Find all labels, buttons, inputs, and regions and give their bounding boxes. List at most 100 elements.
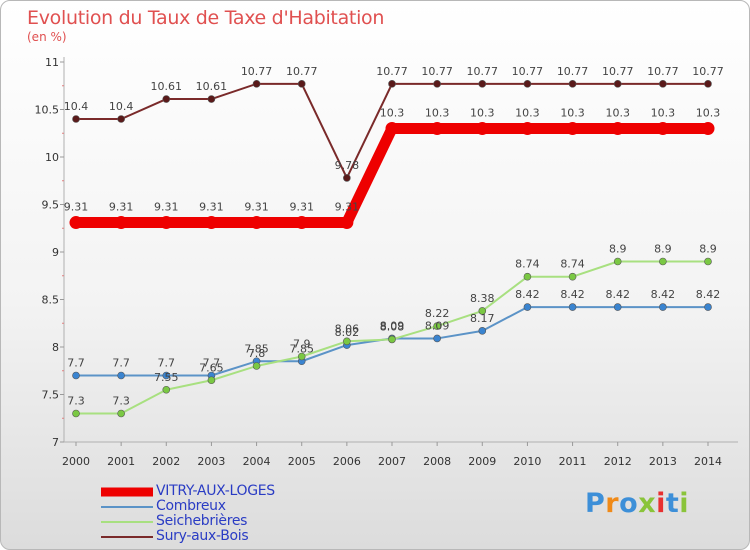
data-label: 7.7	[158, 357, 176, 370]
legend-swatch-combreux	[101, 506, 153, 508]
y-tick-label: 8.5	[42, 294, 60, 307]
x-tick-label: 2004	[243, 455, 271, 468]
data-point	[252, 80, 261, 88]
data-point	[656, 122, 670, 135]
data-point	[478, 327, 487, 335]
data-label: 10.77	[602, 65, 634, 78]
legend-item-seichebrieres: Seichebrières	[101, 514, 275, 529]
chart-unit: (en %)	[27, 30, 67, 44]
data-label: 9.31	[289, 201, 314, 214]
data-point	[343, 174, 351, 182]
x-tick-label: 2003	[197, 455, 225, 468]
data-point	[659, 80, 667, 88]
x-tick-label: 2000	[62, 455, 90, 468]
legend-item-vitry: VITRY-AUX-LOGES	[101, 484, 275, 499]
y-tick-label: 7	[52, 436, 59, 449]
x-tick-label: 2014	[694, 455, 722, 468]
data-point	[207, 95, 216, 103]
data-label: 8.42	[696, 288, 721, 301]
data-label: 8.74	[515, 258, 540, 271]
data-label: 7.85	[289, 342, 314, 355]
data-point	[704, 257, 712, 266]
data-label: 10.4	[109, 100, 134, 113]
data-label: 9.31	[109, 201, 134, 214]
data-point	[433, 334, 441, 343]
data-label: 10.3	[560, 107, 585, 120]
data-label: 8.42	[651, 288, 676, 301]
data-point	[252, 362, 261, 370]
data-label: 9.31	[199, 201, 224, 214]
data-label: 10.3	[380, 107, 405, 120]
x-tick-label: 2006	[333, 455, 361, 468]
data-point	[613, 303, 622, 311]
data-point	[162, 95, 171, 103]
x-tick-label: 2008	[423, 455, 451, 468]
data-label: 8.02	[335, 326, 360, 339]
data-point	[704, 80, 712, 88]
data-point	[611, 122, 625, 135]
data-label: 8.42	[515, 288, 540, 301]
data-label: 10.77	[647, 65, 679, 78]
data-point	[297, 352, 306, 361]
data-point	[523, 272, 532, 281]
data-point	[117, 115, 125, 123]
data-point	[475, 122, 489, 135]
x-tick-label: 2005	[288, 455, 316, 468]
data-label: 8.08	[380, 320, 405, 333]
data-point	[478, 80, 487, 88]
data-point	[343, 337, 351, 346]
data-point	[566, 122, 580, 135]
legend-label-sury: Sury-aux-Bois	[156, 528, 249, 544]
data-label: 10.3	[605, 107, 630, 120]
data-label: 7.7	[203, 357, 221, 370]
x-tick-label: 2010	[513, 455, 541, 468]
data-point	[613, 80, 622, 88]
data-label: 10.3	[470, 107, 495, 120]
data-point	[117, 371, 125, 380]
data-label: 10.3	[425, 107, 450, 120]
x-tick-label: 2012	[604, 455, 632, 468]
data-label: 10.3	[515, 107, 540, 120]
data-label: 10.3	[696, 107, 721, 120]
x-tick-label: 2013	[649, 455, 677, 468]
data-label: 9.78	[335, 159, 360, 172]
data-label: 8.42	[560, 288, 585, 301]
data-point	[388, 335, 396, 344]
data-label: 9.31	[244, 201, 269, 214]
x-tick-label: 2011	[559, 455, 587, 468]
legend: VITRY-AUX-LOGES Combreux Seichebrières S…	[101, 484, 275, 544]
data-label: 7.85	[244, 342, 269, 355]
data-point	[568, 80, 577, 88]
data-label: 7.3	[67, 395, 85, 408]
data-label: 7.3	[112, 395, 130, 408]
data-point	[523, 80, 532, 88]
data-label: 10.77	[286, 65, 318, 78]
data-point	[704, 303, 712, 311]
data-point	[701, 122, 715, 135]
legend-swatch-seichebrieres	[101, 521, 153, 523]
data-point	[385, 122, 399, 135]
chart-title: Evolution du Taux de Taxe d'Habitation	[27, 7, 385, 29]
y-tick-label: 9.5	[42, 199, 60, 212]
data-point	[433, 322, 441, 330]
data-label: 7.55	[154, 371, 179, 384]
data-point	[72, 409, 80, 418]
data-label: 8.74	[560, 258, 585, 271]
data-point	[523, 303, 532, 311]
data-label: 8.38	[470, 292, 495, 305]
data-point	[659, 303, 667, 311]
data-label: 8.06	[335, 322, 360, 335]
data-label: 10.77	[512, 65, 544, 78]
data-point	[659, 257, 667, 266]
data-label: 7.9	[293, 338, 311, 351]
legend-label-vitry: VITRY-AUX-LOGES	[156, 483, 275, 499]
data-point	[478, 307, 487, 315]
data-point	[72, 115, 80, 123]
legend-swatch-sury	[101, 536, 153, 538]
data-label: 8.22	[425, 307, 450, 320]
data-label: 7.7	[112, 357, 130, 370]
y-tick-label: 10.5	[35, 104, 60, 117]
data-point	[520, 122, 534, 135]
